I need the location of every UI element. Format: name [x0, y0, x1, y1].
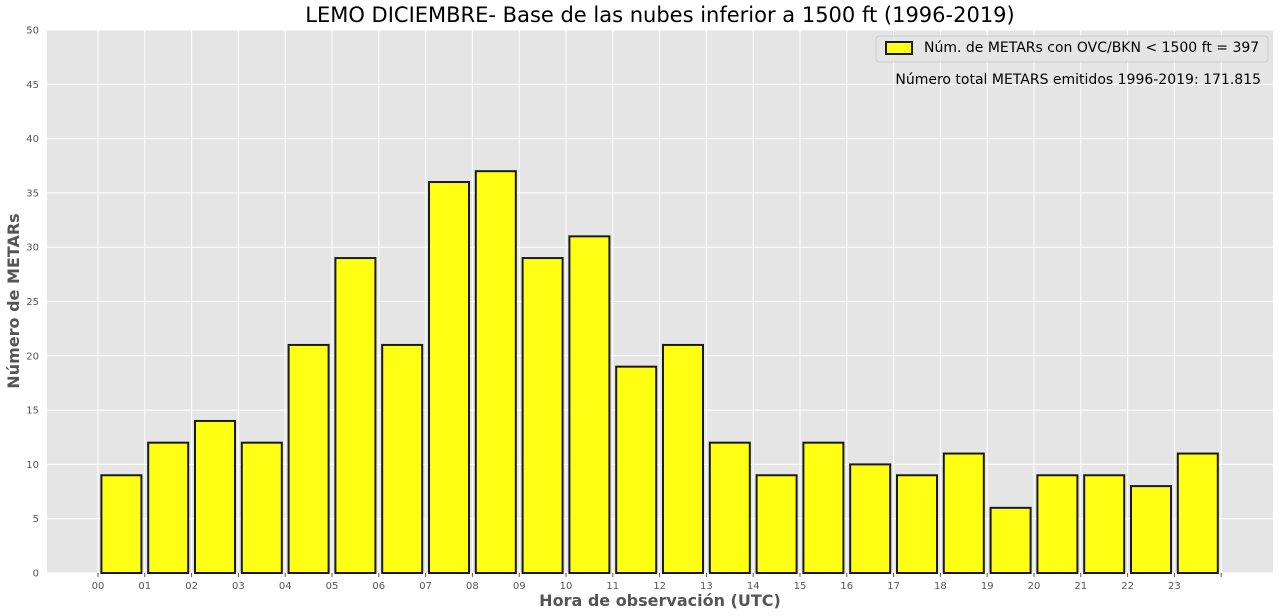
x-tick-label: 05 — [326, 581, 339, 592]
y-tick-label: 30 — [26, 243, 39, 254]
y-axis-label: Número de METARs — [4, 213, 23, 388]
bars — [100, 170, 1219, 575]
y-tick-label: 0 — [33, 569, 39, 580]
x-axis-label: Hora de observación (UTC) — [539, 591, 781, 610]
bar-12 — [662, 343, 704, 574]
legend-label: Núm. de METARs con OVC/BKN < 1500 ft = 3… — [924, 40, 1259, 56]
bar-11 — [615, 365, 658, 574]
bar-07 — [428, 181, 470, 574]
bar-22 — [1130, 485, 1172, 574]
x-tick-label: 16 — [840, 581, 853, 592]
x-tick-label: 00 — [92, 581, 105, 592]
bar-01 — [147, 441, 190, 574]
x-tick-label: 20 — [1028, 581, 1041, 592]
x-tick-label: 06 — [372, 581, 385, 592]
x-tick-label: 11 — [606, 581, 619, 592]
bar-21 — [1083, 474, 1126, 575]
bar-17 — [896, 474, 938, 575]
bar-16 — [849, 463, 892, 574]
bar-15 — [802, 441, 845, 574]
bar-03 — [240, 441, 283, 574]
x-tick-label: 02 — [185, 581, 198, 592]
x-axis-ticks: 00 01 02 03 04 05 06 07 08 09 10 11 12 13 14 15 16 17 18 19… — [92, 573, 1222, 592]
total-metars-annotation: Número total METARS emitidos 1996-2019: … — [895, 72, 1261, 88]
y-tick-label: 40 — [26, 134, 39, 145]
x-tick-label: 22 — [1121, 581, 1134, 592]
bar-02 — [194, 419, 236, 574]
y-tick-label: 15 — [26, 406, 39, 417]
x-tick-label: 07 — [419, 581, 432, 592]
x-tick-label: 18 — [934, 581, 947, 592]
y-tick-label: 10 — [26, 460, 39, 471]
bar-23 — [1176, 452, 1219, 575]
bar-13 — [708, 441, 751, 574]
bar-14 — [755, 474, 798, 575]
bar-20 — [1036, 474, 1079, 575]
x-tick-label: 10 — [560, 581, 573, 592]
bar-04 — [287, 343, 330, 574]
y-tick-label: 5 — [33, 514, 39, 525]
bar-09 — [521, 257, 564, 574]
x-tick-label: 03 — [232, 581, 245, 592]
x-tick-label: 08 — [466, 581, 479, 592]
y-tick-label: 50 — [26, 26, 39, 37]
x-tick-label: 23 — [1168, 581, 1181, 592]
bar-19 — [989, 506, 1032, 574]
y-tick-label: 45 — [26, 80, 39, 91]
bar-18 — [942, 452, 985, 575]
y-axis-ticks: 0 5 10 15 20 25 30 35 40 45 50 — [26, 26, 39, 580]
x-tick-label: 04 — [279, 581, 292, 592]
bar-10 — [568, 235, 611, 574]
legend-box — [875, 35, 1269, 63]
x-tick-label: 17 — [887, 581, 900, 592]
chart-title: LEMO DICIEMBRE- Base de las nubes inferi… — [305, 3, 1015, 27]
legend-swatch — [885, 41, 913, 55]
x-tick-label: 15 — [794, 581, 807, 592]
x-tick-label: 12 — [653, 581, 666, 592]
legend: Núm. de METARs con OVC/BKN < 1500 ft = 3… — [875, 35, 1269, 63]
bar-08 — [474, 170, 517, 574]
y-tick-label: 20 — [26, 351, 39, 362]
y-tick-label: 25 — [26, 297, 39, 308]
x-tick-label: 13 — [700, 581, 713, 592]
y-tick-label: 35 — [26, 188, 39, 199]
bar-06 — [381, 343, 424, 574]
x-tick-label: 01 — [138, 581, 151, 592]
x-tick-label: 21 — [1074, 581, 1087, 592]
bar-00 — [100, 474, 143, 575]
x-tick-label: 14 — [747, 581, 760, 592]
x-tick-label: 09 — [513, 581, 526, 592]
bar-05 — [334, 257, 377, 574]
x-tick-label: 19 — [981, 581, 994, 592]
